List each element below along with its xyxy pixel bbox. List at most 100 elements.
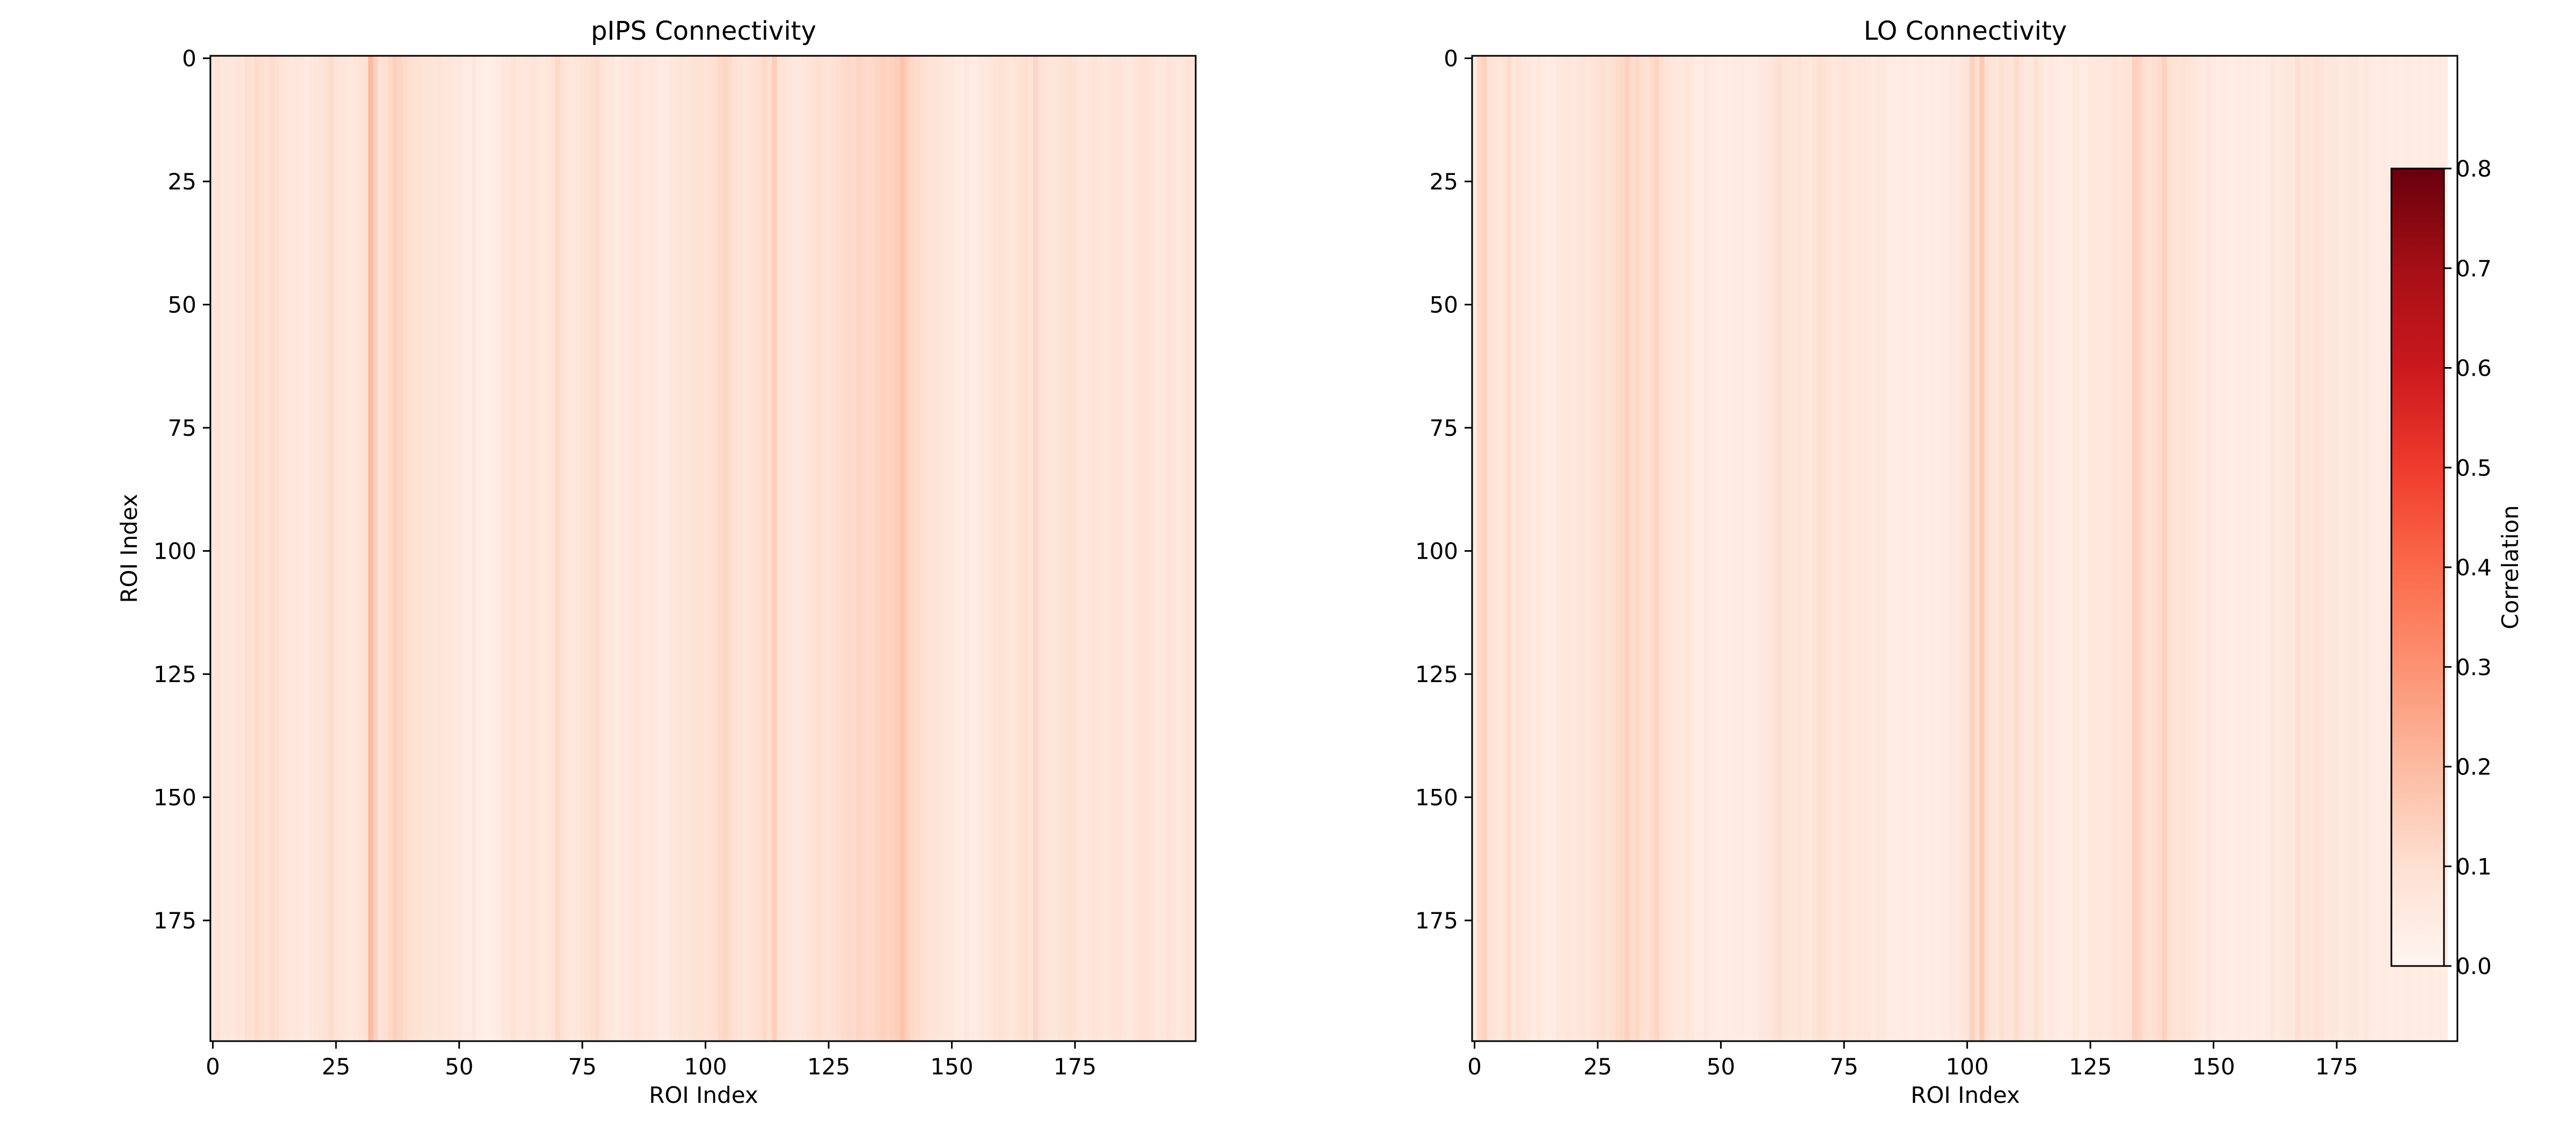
heatmap-column-127 xyxy=(2097,56,2103,1041)
colorbar-tick-label: 0.7 xyxy=(2456,255,2492,282)
heatmap-column-171 xyxy=(2314,56,2320,1041)
heatmap-column-131 xyxy=(2117,56,2123,1041)
heatmap-column-44 xyxy=(1688,56,1694,1041)
heatmap-column-157 xyxy=(2245,56,2251,1041)
heatmap-column-58 xyxy=(1758,56,1763,1041)
heatmap-column-141 xyxy=(905,56,911,1041)
heatmap-column-92 xyxy=(1925,56,1931,1041)
heatmap-column-133 xyxy=(865,56,871,1041)
y-tick-label: 25 xyxy=(1430,169,1458,195)
heatmap-column-164 xyxy=(1018,56,1024,1041)
colorbar-tick-label: 0.2 xyxy=(2456,754,2492,780)
x-tick-label: 25 xyxy=(321,1053,350,1080)
heatmap-column-95 xyxy=(678,56,684,1041)
heatmap-column-61 xyxy=(1772,56,1778,1041)
heatmap-column-93 xyxy=(668,56,674,1041)
x-tick-label: 100 xyxy=(684,1053,727,1080)
heatmap-column-98 xyxy=(693,56,699,1041)
heatmap-column-119 xyxy=(796,56,802,1041)
heatmap-column-80 xyxy=(604,56,610,1041)
heatmap-column-177 xyxy=(1082,56,1088,1041)
heatmap-column-62 xyxy=(516,56,521,1041)
heatmap-column-72 xyxy=(565,56,570,1041)
heatmap-column-26 xyxy=(338,56,344,1041)
heatmap-column-83 xyxy=(1880,56,1886,1041)
heatmap-column-172 xyxy=(1057,56,1063,1041)
heatmap-column-111 xyxy=(757,56,763,1041)
heatmap-column-181 xyxy=(2363,56,2369,1041)
heatmap-column-50 xyxy=(1718,56,1724,1041)
heatmap-column-2 xyxy=(1482,56,1488,1041)
heatmap-column-114 xyxy=(772,56,778,1041)
heatmap-column-105 xyxy=(727,56,733,1041)
x-tick-label: 50 xyxy=(445,1053,473,1080)
heatmap-column-52 xyxy=(1728,56,1734,1041)
heatmap-column-77 xyxy=(589,56,595,1041)
heatmap-column-66 xyxy=(1797,56,1803,1041)
heatmap-column-152 xyxy=(2221,56,2227,1041)
heatmap-column-29 xyxy=(1615,56,1620,1041)
heatmap-column-107 xyxy=(737,56,743,1041)
heatmap-column-53 xyxy=(471,56,477,1041)
heatmap-column-110 xyxy=(2014,56,2019,1041)
heatmap-column-105 xyxy=(1989,56,1995,1041)
heatmap-column-41 xyxy=(1674,56,1680,1041)
heatmap-column-169 xyxy=(2304,56,2310,1041)
heatmap-column-197 xyxy=(1181,56,1187,1041)
heatmap-column-139 xyxy=(2157,56,2162,1041)
heatmap-column-130 xyxy=(851,56,857,1041)
heatmap-column-182 xyxy=(2368,56,2374,1041)
heatmap-column-6 xyxy=(1502,56,1507,1041)
heatmap-column-129 xyxy=(846,56,851,1041)
heatmap-column-54 xyxy=(476,56,482,1041)
heatmap-column-186 xyxy=(1126,56,1132,1041)
heatmap-column-57 xyxy=(1753,56,1759,1041)
heatmap-column-21 xyxy=(1575,56,1581,1041)
heatmap-column-169 xyxy=(1043,56,1049,1041)
heatmap-column-178 xyxy=(2349,56,2354,1041)
y-tick-label: 125 xyxy=(153,661,196,687)
heatmap-column-45 xyxy=(432,56,437,1041)
y-tick-label: 150 xyxy=(1415,785,1458,811)
y-axis-ticks: 0 25 50 75 100 125 150 175 xyxy=(1415,46,1472,934)
heatmap-column-181 xyxy=(1102,56,1108,1041)
heatmap-column-108 xyxy=(742,56,748,1041)
y-tick-label: 25 xyxy=(168,169,196,195)
heatmap-column-100 xyxy=(1965,56,1970,1041)
heatmap-column-158 xyxy=(2250,56,2256,1041)
heatmap-column-175 xyxy=(1072,56,1078,1041)
x-tick-label: 175 xyxy=(1053,1053,1096,1080)
heatmap-column-166 xyxy=(1028,56,1034,1041)
colorbar: 0.0 0.1 0.2 0.3 0.4 0.5 0.6 0.7 0.8 Correlation xyxy=(2390,156,2523,979)
heatmap-column-71 xyxy=(560,56,566,1041)
heatmap-column-150 xyxy=(2211,56,2216,1041)
heatmap-column-97 xyxy=(688,56,694,1041)
heatmap-column-35 xyxy=(1644,56,1650,1041)
heatmap-column-106 xyxy=(1994,56,2000,1041)
heatmap-column-101 xyxy=(1970,56,1975,1041)
heatmap-column-142 xyxy=(910,56,916,1041)
heatmap-column-69 xyxy=(1812,56,1818,1041)
heatmap-column-168 xyxy=(1038,56,1044,1041)
heatmap-column-118 xyxy=(792,56,797,1041)
heatmap-column-91 xyxy=(658,56,664,1041)
heatmap-column-96 xyxy=(1945,56,1951,1041)
heatmap-column-38 xyxy=(1659,56,1665,1041)
heatmap-column-22 xyxy=(318,56,324,1041)
heatmap-cells xyxy=(210,56,1196,1041)
heatmap-column-11 xyxy=(264,56,270,1041)
heatmap-column-89 xyxy=(649,56,654,1041)
heatmap-column-57 xyxy=(491,56,497,1041)
heatmap-column-175 xyxy=(2334,56,2340,1041)
heatmap-column-48 xyxy=(1708,56,1714,1041)
plot-frame xyxy=(209,55,1197,1042)
heatmap-column-51 xyxy=(462,56,467,1041)
heatmap-column-170 xyxy=(1048,56,1053,1041)
heatmap-column-148 xyxy=(2201,56,2207,1041)
heatmap-column-135 xyxy=(875,56,881,1041)
x-tick-label: 75 xyxy=(1829,1053,1858,1080)
heatmap-column-103 xyxy=(718,56,723,1041)
heatmap-column-183 xyxy=(1111,56,1117,1041)
heatmap-column-155 xyxy=(974,56,979,1041)
heatmap-column-144 xyxy=(2181,56,2187,1041)
